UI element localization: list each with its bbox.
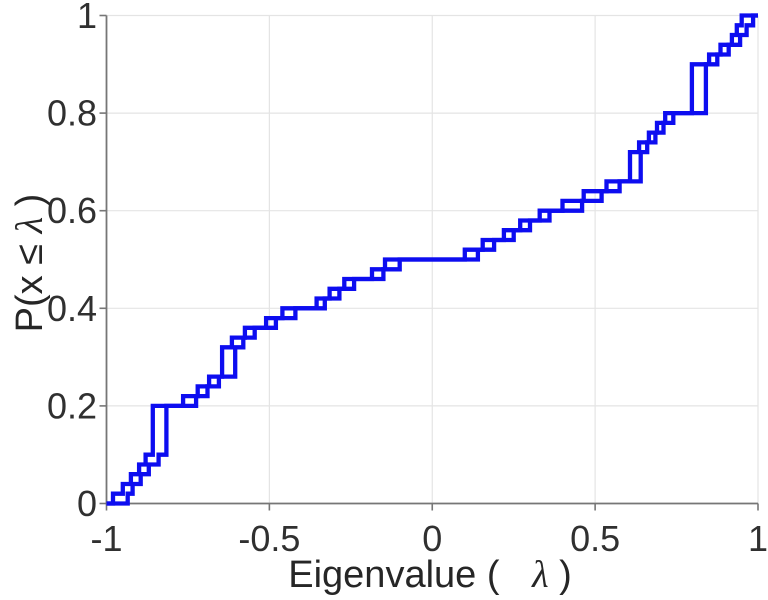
x-axis-label-close: ) [559,554,572,596]
lambda-symbol: λ [9,217,51,234]
y-tick-label: 0.4 [47,288,97,329]
x-tick-label: 1 [748,518,768,559]
x-tick-label: -1 [90,518,122,559]
x-axis-label: Eigenvalue ( λ ) [288,554,572,596]
y-axis-label-text: P(x ≤ [9,233,51,332]
x-tick-label: 0 [422,518,442,559]
ecdf-curves [106,13,758,506]
lambda-symbol: λ [531,554,548,596]
y-tick-label: 1 [77,0,97,36]
ecdf-curve-2 [106,13,758,506]
y-tick-label: 0.8 [47,93,97,134]
y-tick-label: 0.6 [47,190,97,231]
x-axis-label-text: Eigenvalue ( [288,554,500,596]
tick-marks [99,14,759,511]
y-axis-label: P(x ≤ λ ) [9,194,51,333]
x-tick-label: -0.5 [238,518,300,559]
x-tick-labels: -1 -0.5 0 0.5 1 [90,518,768,559]
x-tick-label: 0.5 [570,518,620,559]
y-tick-labels: 0 0.2 0.4 0.6 0.8 1 [47,0,97,524]
y-axis-label-close: ) [9,194,51,207]
y-tick-label: 0.2 [47,385,97,426]
y-tick-label: 0 [77,483,97,524]
